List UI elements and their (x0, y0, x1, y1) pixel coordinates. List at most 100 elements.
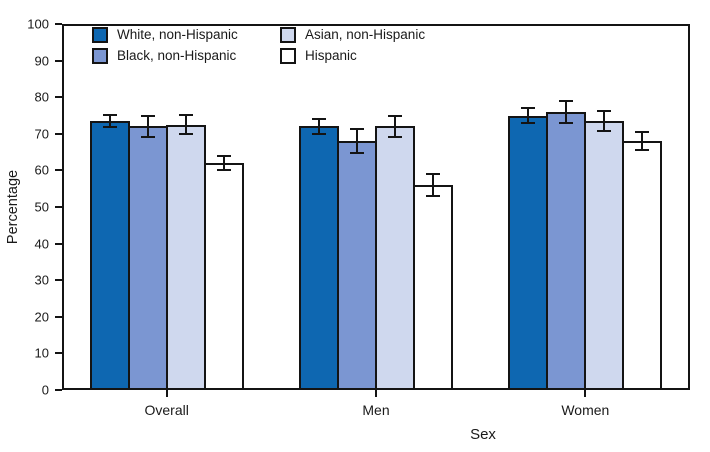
bar-asian-non-hispanic-men (375, 126, 415, 390)
error-bar-cap-bottom (426, 194, 440, 197)
error-bar-cap-bottom (521, 122, 536, 125)
error-bar-hispanic-men (426, 173, 440, 197)
error-bar-white-non-hispanic-men (312, 118, 326, 135)
y-tick-label: 20 (34, 309, 49, 325)
y-tick-label: 30 (34, 272, 49, 288)
x-tick-mark (584, 390, 587, 397)
y-tick-mark (55, 389, 62, 391)
legend-swatch-asian-non-hispanic (280, 27, 296, 43)
error-bar-cap-bottom (102, 125, 117, 128)
bar-black-non-hispanic-women (546, 111, 587, 390)
error-bar-cap-top (635, 131, 650, 134)
error-bar-cap-top (140, 115, 155, 118)
bar-asian-non-hispanic-overall (165, 124, 206, 390)
bar-hispanic-overall (203, 163, 244, 390)
bar-asian-non-hispanic-women (584, 120, 625, 390)
error-bar-black-non-hispanic-men (350, 128, 364, 154)
x-category-label-overall: Overall (144, 402, 189, 418)
y-tick-mark (55, 132, 62, 135)
error-bar-asian-non-hispanic-women (597, 109, 612, 133)
error-bar-cap-top (426, 173, 440, 176)
bar-white-non-hispanic-overall (89, 120, 130, 390)
error-bar-cap-bottom (559, 121, 574, 124)
y-tick-mark (55, 279, 62, 282)
error-bar-cap-bottom (350, 151, 364, 154)
error-bar-cap-top (559, 99, 574, 102)
error-bar-asian-non-hispanic-overall (178, 114, 193, 136)
y-tick-mark (55, 242, 62, 245)
y-tick-mark (55, 23, 62, 25)
error-bar-cap-bottom (140, 135, 155, 138)
error-bar-black-non-hispanic-overall (140, 115, 155, 138)
error-bar-cap-bottom (216, 168, 231, 171)
y-tick-label: 80 (34, 89, 49, 105)
y-tick-label: 90 (34, 53, 49, 69)
error-bar-cap-top (597, 109, 612, 112)
y-tick-label: 40 (34, 236, 49, 252)
legend-swatch-hispanic (280, 48, 296, 64)
error-bar-cap-top (216, 155, 231, 158)
y-tick-mark (55, 206, 62, 208)
error-bar-black-non-hispanic-women (559, 99, 574, 124)
error-bar-hispanic-overall (216, 155, 231, 171)
y-tick-label: 0 (41, 382, 49, 398)
y-tick-mark (55, 169, 62, 172)
legend-swatch-white-non-hispanic (92, 27, 108, 43)
error-bar-cap-top (178, 114, 193, 117)
error-bar-stem (432, 173, 434, 197)
legend-label: Hispanic (305, 48, 357, 63)
legend-item-white-non-hispanic: White, non-Hispanic (92, 27, 280, 43)
error-bar-cap-top (102, 114, 117, 117)
error-bar-cap-top (312, 118, 326, 121)
y-tick-mark (55, 96, 62, 99)
error-bar-stem (603, 109, 606, 133)
x-axis-title: Sex (470, 426, 496, 443)
y-tick-mark (55, 352, 62, 355)
legend-item-black-non-hispanic: Black, non-Hispanic (92, 48, 280, 64)
bar-white-non-hispanic-women (508, 115, 549, 390)
bar-white-non-hispanic-men (299, 126, 339, 390)
error-bar-stem (356, 128, 358, 154)
error-bar-asian-non-hispanic-men (388, 114, 402, 139)
legend-item-hispanic: Hispanic (280, 48, 425, 64)
error-bar-cap-bottom (388, 136, 402, 139)
bar-hispanic-men (413, 185, 453, 390)
error-bar-cap-top (388, 114, 402, 117)
error-bar-cap-bottom (597, 130, 612, 133)
error-bar-cap-bottom (312, 132, 326, 135)
error-bar-stem (184, 114, 187, 136)
legend: White, non-Hispanic Black, non-Hispanic As… (92, 27, 425, 64)
legend-item-asian-non-hispanic: Asian, non-Hispanic (280, 27, 425, 43)
error-bar-hispanic-women (635, 131, 650, 151)
x-category-label-women: Women (561, 402, 610, 418)
bar-black-non-hispanic-overall (127, 126, 168, 390)
error-bar-stem (108, 114, 111, 128)
legend-label: Black, non-Hispanic (117, 48, 237, 63)
error-bar-cap-bottom (635, 148, 650, 151)
error-bar-white-non-hispanic-overall (102, 114, 117, 128)
error-bar-white-non-hispanic-women (521, 106, 536, 125)
error-bar-stem (565, 99, 568, 124)
error-bar-stem (318, 118, 320, 135)
error-bar-stem (222, 155, 225, 171)
error-bar-cap-top (521, 106, 536, 109)
error-bar-stem (527, 106, 530, 125)
error-bar-stem (146, 115, 149, 138)
x-category-label-men: Men (362, 402, 390, 418)
y-tick-label: 50 (34, 199, 49, 215)
x-tick-mark (165, 390, 168, 397)
error-bar-cap-top (350, 128, 364, 131)
legend-swatch-black-non-hispanic (92, 48, 108, 64)
legend-label: Asian, non-Hispanic (305, 27, 426, 42)
y-tick-label: 60 (34, 162, 49, 178)
y-tick-label: 70 (34, 126, 49, 142)
error-bar-stem (641, 131, 644, 151)
y-tick-label: 10 (34, 345, 49, 361)
error-bar-stem (394, 114, 396, 139)
error-bar-cap-bottom (178, 133, 193, 136)
x-tick-mark (375, 390, 377, 397)
bar-hispanic-women (622, 141, 663, 390)
y-tick-mark (55, 59, 62, 62)
legend-label: White, non-Hispanic (117, 27, 238, 42)
